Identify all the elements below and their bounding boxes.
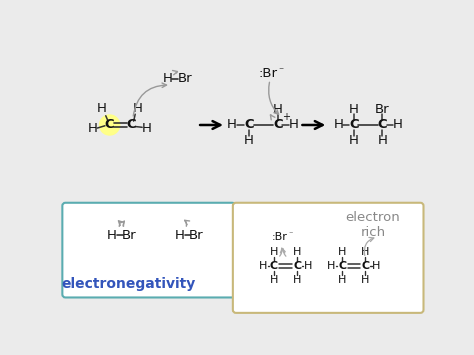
Text: H: H [372,261,381,271]
Text: Br: Br [177,72,192,85]
Text: +: + [283,112,290,122]
Text: C: C [293,261,301,271]
Text: H: H [163,72,173,85]
Text: H: H [338,275,346,285]
Text: H: H [259,261,267,271]
Text: H: H [293,275,301,285]
Text: ⁻: ⁻ [289,229,293,238]
Text: H: H [270,275,278,285]
Text: C: C [349,119,358,131]
Text: C: C [338,261,346,271]
Text: H: H [97,102,107,115]
Text: H: H [288,119,298,131]
Text: electronegativity: electronegativity [62,277,196,291]
Text: H: H [338,247,346,257]
Text: H: H [133,102,143,115]
Text: :Br: :Br [259,67,278,80]
Text: Br: Br [122,229,137,242]
Text: H: H [304,261,312,271]
Text: C: C [244,119,254,131]
Text: H: H [227,119,237,131]
Text: H: H [361,247,370,257]
Circle shape [100,115,120,135]
FancyBboxPatch shape [63,203,235,297]
Text: electron
rich: electron rich [346,211,401,239]
Text: H: H [349,134,359,147]
Text: H: H [270,247,278,257]
Text: C: C [105,119,114,131]
Text: H: H [377,134,387,147]
Text: H: H [327,261,336,271]
Text: H: H [361,275,370,285]
Text: H: H [293,247,301,257]
Text: H: H [349,103,359,116]
Text: C: C [361,261,369,271]
Text: H: H [142,121,152,135]
Text: ⁻: ⁻ [278,66,283,76]
Text: H: H [174,229,184,242]
Text: C: C [273,119,283,131]
Text: C: C [127,119,136,131]
Text: Br: Br [189,229,204,242]
Text: Br: Br [375,103,390,116]
FancyBboxPatch shape [233,203,423,313]
Text: C: C [270,261,278,271]
Text: H: H [393,119,403,131]
Text: H: H [244,134,254,147]
Text: H: H [88,121,98,135]
Text: H: H [333,119,343,131]
Text: H: H [273,103,283,116]
Text: :Br: :Br [272,232,288,242]
Text: C: C [378,119,387,131]
Text: H: H [107,229,117,242]
